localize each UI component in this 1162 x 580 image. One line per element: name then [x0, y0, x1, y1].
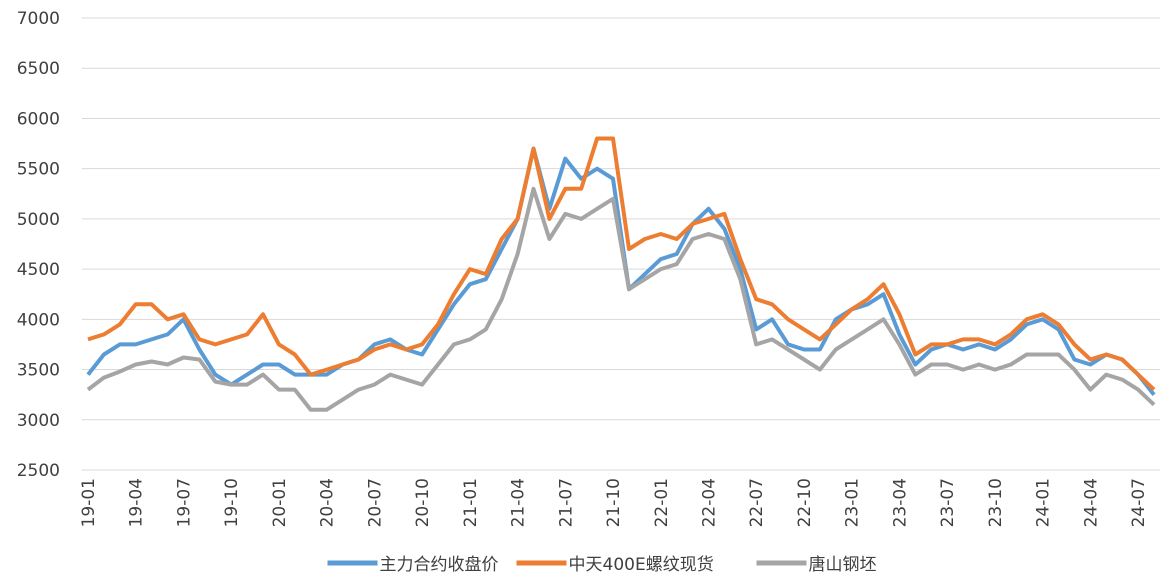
- x-tick-label: 23-04: [890, 478, 910, 527]
- legend-label: 主力合约收盘价: [380, 555, 499, 575]
- x-tick-label: 22-01: [652, 478, 672, 527]
- x-tick-label: 19-07: [174, 478, 194, 527]
- y-tick-label: 3000: [17, 411, 60, 431]
- y-tick-label: 2500: [17, 461, 60, 481]
- legend-label: 中天400E螺纹现货: [569, 555, 714, 575]
- x-tick-label: 23-10: [986, 478, 1006, 527]
- y-tick-label: 5500: [17, 160, 60, 180]
- x-tick-label: 20-01: [270, 478, 290, 527]
- x-tick-label: 19-01: [79, 478, 99, 527]
- x-tick-label: 21-01: [461, 478, 481, 527]
- x-tick-label: 24-01: [1034, 478, 1054, 527]
- x-tick-label: 19-10: [222, 478, 242, 527]
- y-tick-label: 4500: [17, 260, 60, 280]
- x-tick-label: 20-10: [413, 478, 433, 527]
- x-tick-label: 24-07: [1129, 478, 1149, 527]
- y-tick-label: 6000: [17, 109, 60, 129]
- x-tick-label: 22-04: [700, 478, 720, 527]
- x-tick-label: 19-04: [127, 478, 147, 527]
- x-tick-label: 21-04: [509, 478, 529, 527]
- series-line: [87, 136, 1156, 392]
- x-tick-label: 23-01: [843, 478, 863, 527]
- y-tick-label: 6500: [17, 59, 60, 79]
- x-tick-label: 22-10: [795, 478, 815, 527]
- x-tick-label: 24-04: [1081, 478, 1101, 527]
- y-tick-label: 4000: [17, 310, 60, 330]
- x-tick-label: 23-07: [938, 478, 958, 527]
- x-tick-label: 20-04: [318, 478, 338, 527]
- series-line: [86, 186, 1156, 412]
- y-tick-label: 7000: [17, 9, 60, 29]
- y-tick-label: 5000: [17, 210, 60, 230]
- y-tick-label: 3500: [17, 361, 60, 381]
- x-tick-label: 21-10: [604, 478, 624, 527]
- x-tick-label: 22-07: [747, 478, 767, 527]
- x-tick-label: 21-07: [556, 478, 576, 527]
- x-tick-label: 20-07: [365, 478, 385, 527]
- legend-label: 唐山钢坯: [809, 554, 877, 575]
